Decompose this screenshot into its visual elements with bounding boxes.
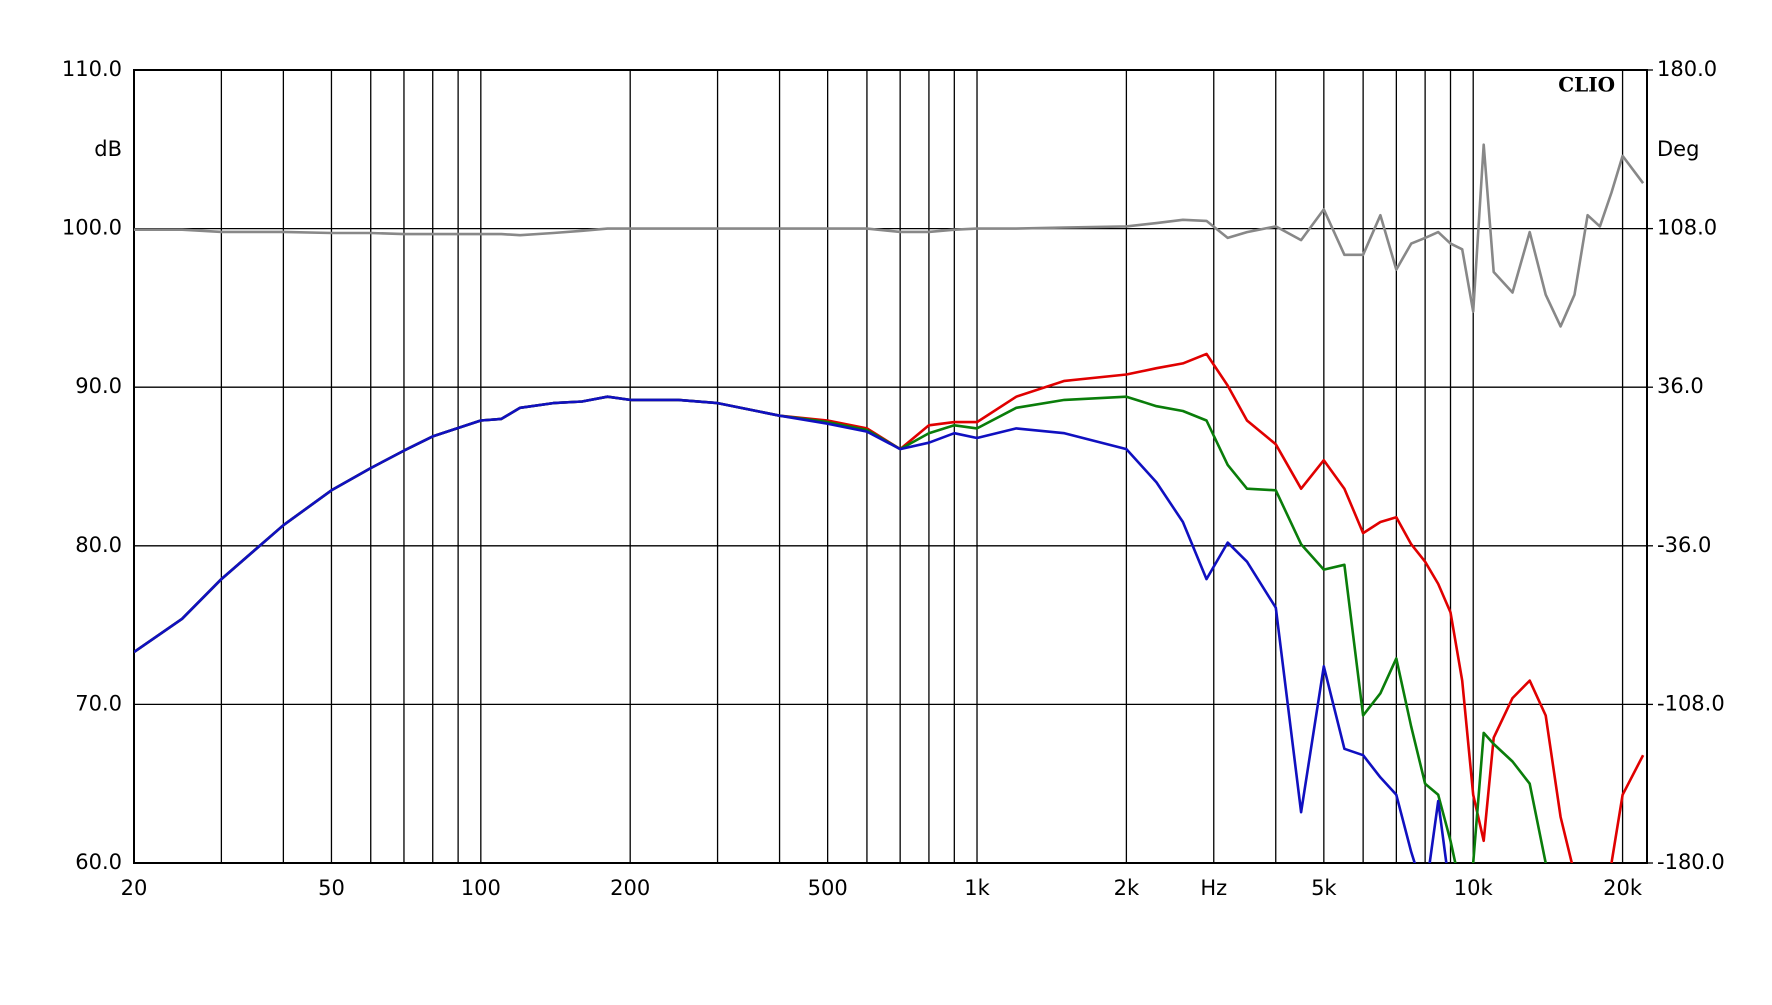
y2-tick-label: 36.0 bbox=[1657, 374, 1704, 398]
x-tick-label: 1k bbox=[964, 876, 990, 900]
y2-axis-label: Deg bbox=[1657, 137, 1699, 161]
x-tick-label: 200 bbox=[610, 876, 650, 900]
x-tick-label: 500 bbox=[808, 876, 848, 900]
y-tick-label: 90.0 bbox=[75, 374, 122, 398]
y-tick-label: 70.0 bbox=[75, 691, 122, 715]
series-line bbox=[134, 395, 1448, 863]
x-tick-label: 100 bbox=[461, 876, 501, 900]
y-tick-label: 80.0 bbox=[75, 533, 122, 557]
x-tick-label: 20 bbox=[121, 876, 148, 900]
y-tick-label: 100.0 bbox=[62, 216, 122, 240]
series-line bbox=[134, 143, 1645, 328]
plot-frame bbox=[133, 69, 1648, 864]
y2-tick-label: 108.0 bbox=[1657, 216, 1717, 240]
x-tick-label: 5k bbox=[1311, 876, 1337, 900]
y-tick-label: 110.0 bbox=[62, 57, 122, 81]
x-tick-label: 2k bbox=[1114, 876, 1140, 900]
y2-tick-label: -108.0 bbox=[1657, 691, 1725, 715]
y-axis-label: dB bbox=[94, 137, 122, 161]
y2-tick-label: -180.0 bbox=[1657, 850, 1725, 874]
x-tick-label: Hz bbox=[1200, 876, 1227, 900]
x-tick-label: 50 bbox=[318, 876, 345, 900]
x-tick-label: 10k bbox=[1454, 876, 1494, 900]
y2-tick-label: -36.0 bbox=[1657, 533, 1711, 557]
y-tick-label: 60.0 bbox=[75, 850, 122, 874]
annotation: CLIO bbox=[1558, 73, 1615, 97]
y2-tick-label: 180.0 bbox=[1657, 57, 1717, 81]
plot-area bbox=[134, 143, 1645, 863]
x-tick-label: 20k bbox=[1603, 876, 1643, 900]
